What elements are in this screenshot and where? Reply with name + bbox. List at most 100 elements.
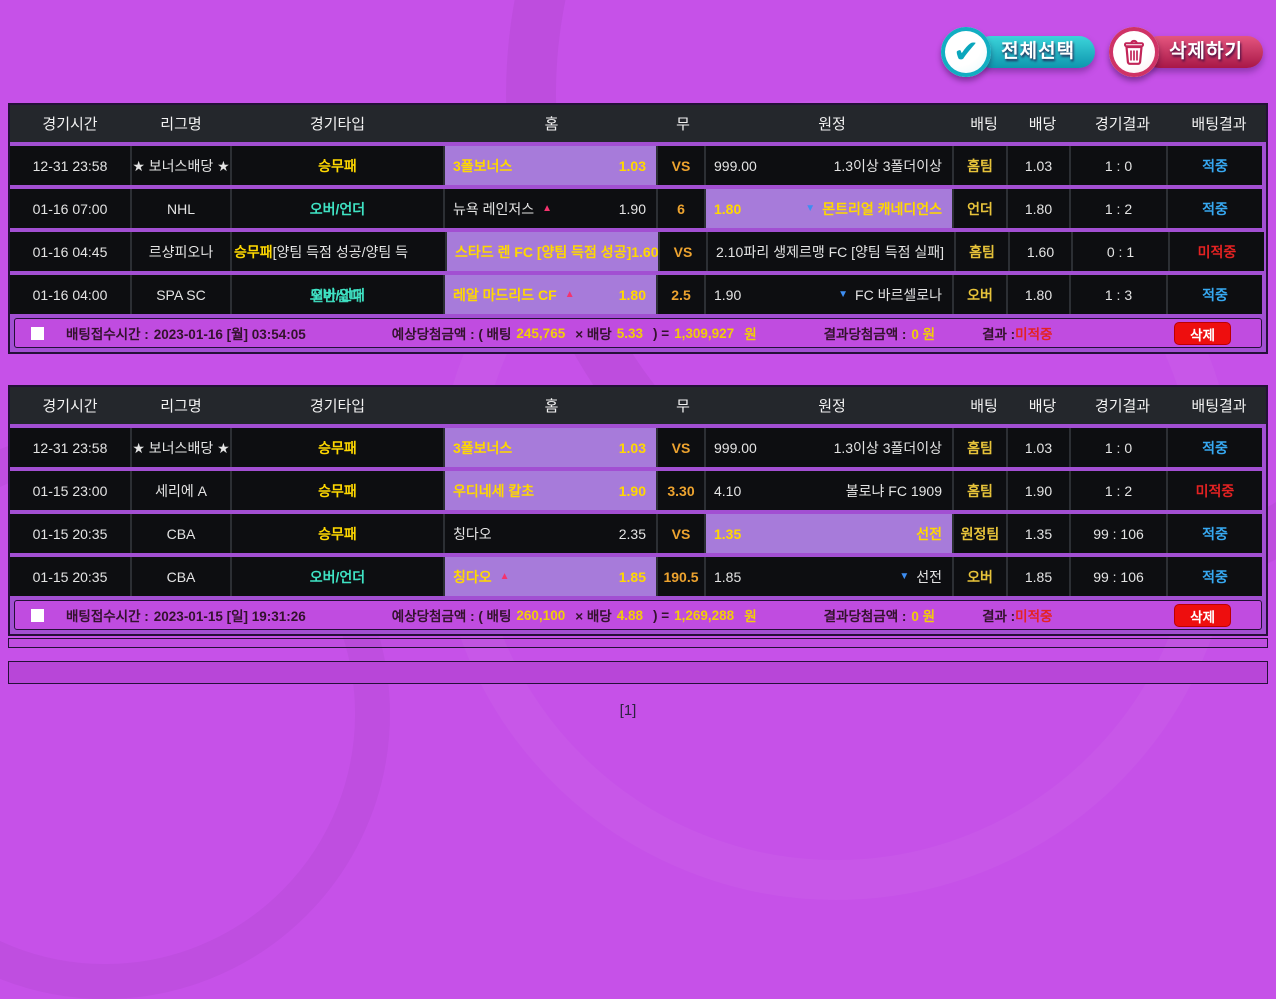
cell-league: ★ 보너스배당 ★ — [132, 146, 232, 185]
game-type-text: 승무패 — [318, 157, 357, 174]
trash-icon — [1109, 27, 1160, 77]
away-odds: 1.80 — [714, 200, 742, 217]
currency-label: 원 — [744, 327, 757, 342]
cell-score: 1 : 0 — [1071, 428, 1168, 467]
trend-up-icon: ▲ — [542, 203, 553, 214]
result-amount-value: 0 원 — [911, 609, 936, 624]
column-header: 배팅결과 — [1191, 116, 1247, 133]
cell-odds: 1.80 — [1008, 275, 1071, 314]
cell-away: 1.85 ▼ 선전 — [706, 557, 954, 596]
table-header-row: 경기시간 리그명 경기타입 홈 무 원정 배팅 배당 경기결과 배팅결과 — [10, 387, 1266, 424]
home-odds: 1.85 — [618, 568, 646, 585]
empty-slip-bar-2 — [8, 661, 1268, 684]
game-type-text: 오버/언더 — [309, 286, 366, 303]
total-odds-value: 5.33 — [616, 325, 643, 341]
expected-amount-label: 예상당첨금액 : ( 배팅 — [391, 609, 512, 624]
cell-away: 4.10 볼로냐 FC 1909 — [706, 471, 954, 510]
delete-slip-button[interactable]: 삭제 — [1174, 322, 1231, 345]
column-header: 경기타입 — [309, 398, 366, 415]
cell-bet-result: 미적중 — [1168, 471, 1262, 510]
table-row: 01-16 04:00 SPA SC 오버/언더 절반실패 레알 마드리드 CF ▲ 1.8… — [10, 275, 1266, 314]
bet-amount-value: 245,765 — [516, 325, 566, 341]
table-row: 12-31 23:58 ★ 보너스배당 ★ 승무패 3폴보너스 1.03 VS 999.00… — [10, 146, 1266, 185]
cell-odds: 1.03 — [1008, 428, 1071, 467]
trend-down-icon: ▼ — [805, 203, 816, 214]
cell-bet-result: 미적중 — [1170, 232, 1264, 271]
delete-all-button[interactable]: 삭제하기 — [1109, 27, 1263, 77]
cell-score: 1 : 2 — [1071, 189, 1168, 228]
home-name-text: 뉴욕 레인저스 — [453, 200, 535, 217]
cell-odds: 1.35 — [1008, 514, 1071, 553]
cell-home: 스타드 렌 FC [양팀 득점 성공] 1.60 — [447, 232, 660, 271]
result-value: 미적중 — [1015, 609, 1053, 624]
result-label: 결과 : — [982, 609, 1016, 624]
cell-draw: 3.30 — [658, 471, 706, 510]
cell-bet-pick: 오버 — [954, 275, 1008, 314]
cell-score: 99 : 106 — [1071, 514, 1168, 553]
home-name: 스타드 렌 FC [양팀 득점 성공] — [455, 242, 631, 262]
trend-up-icon: ▲ — [499, 571, 510, 582]
home-name: 3폴보너스 — [453, 438, 512, 458]
cell-game-type: 승무패 [양팀 득점 성공/양팀 득 — [232, 232, 447, 271]
cell-bet-pick: 홈팀 — [954, 146, 1008, 185]
cell-home: 칭다오 2.35 — [445, 514, 658, 553]
cell-game-time: 01-16 07:00 — [10, 189, 132, 228]
cell-home: 3폴보너스 1.03 — [445, 428, 658, 467]
table-row: 01-15 23:00 세리에 A 승무패 우디네세 칼초 1.90 3.30 4.10 볼로… — [10, 471, 1266, 510]
cell-game-type: 오버/언더 — [232, 189, 445, 228]
column-header: 배팅 — [970, 398, 998, 415]
column-header: 배팅 — [970, 116, 998, 133]
home-name-text: 스타드 렌 FC [양팀 득점 성공] — [455, 243, 632, 260]
cell-game-time: 01-16 04:45 — [10, 232, 132, 271]
cell-bet-pick: 오버 — [954, 557, 1008, 596]
pagination: [1] — [0, 702, 1256, 719]
home-odds: 2.35 — [618, 525, 646, 542]
column-header: 경기시간 — [42, 116, 98, 133]
away-odds: 1.35 — [714, 525, 742, 542]
home-name: 레알 마드리드 CF ▲ — [453, 285, 575, 305]
game-type-text: 승무패 — [234, 243, 273, 260]
cell-game-type: 오버/언더 절반실패 — [232, 275, 445, 314]
expected-payout-value: 1,269,288 — [674, 607, 735, 623]
away-odds: 4.10 — [714, 482, 742, 499]
result-amount-value: 0 원 — [911, 327, 936, 342]
table-row: 01-16 07:00 NHL 오버/언더 뉴욕 레인저스 ▲ 1.90 6 1.80 ▼ 몬트리… — [10, 189, 1266, 228]
cell-home: 뉴욕 레인저스 ▲ 1.90 — [445, 189, 658, 228]
cell-home: 레알 마드리드 CF ▲ 1.80 — [445, 275, 658, 314]
column-header: 원정 — [818, 398, 846, 415]
select-all-label: 전체선택 — [975, 36, 1096, 68]
home-name: 칭다오 ▲ — [453, 567, 510, 587]
receipt-time-value: 2023-01-15 [일] 19:31:26 — [153, 609, 306, 624]
equals-label: ) = — [652, 607, 670, 623]
result-amount-label: 결과당첨금액 : — [823, 609, 907, 624]
cell-bet-result: 적중 — [1168, 189, 1262, 228]
cell-bet-result: 적중 — [1168, 514, 1262, 553]
away-name: ▼ 선전 — [899, 567, 942, 587]
away-name-text: 선전 — [916, 568, 942, 585]
cell-game-time: 12-31 23:58 — [10, 146, 132, 185]
odds-multiplier-label: × 배당 — [575, 327, 612, 342]
slip-checkbox[interactable] — [31, 326, 44, 340]
column-header: 배팅결과 — [1191, 398, 1247, 415]
cell-bet-result: 적중 — [1168, 146, 1262, 185]
select-all-button[interactable]: ✔ 전체선택 — [941, 27, 1096, 77]
column-header: 무 — [676, 116, 690, 133]
column-header: 홈 — [544, 398, 559, 415]
away-odds: 999.00 — [714, 157, 757, 174]
cell-game-time: 01-15 20:35 — [10, 557, 132, 596]
cell-odds: 1.85 — [1008, 557, 1071, 596]
cell-away: 1.90 ▼ FC 바르셀로나 — [706, 275, 954, 314]
slip-checkbox[interactable] — [31, 608, 44, 622]
cell-game-type: 승무패 — [232, 514, 445, 553]
page-number-1[interactable]: [1] — [619, 702, 637, 719]
game-type-text: 승무패 — [318, 439, 357, 456]
home-odds: 1.03 — [618, 157, 646, 174]
column-header: 배당 — [1028, 398, 1057, 415]
home-name: 우디네세 칼초 — [453, 481, 534, 501]
game-type-text: 승무패 — [318, 525, 357, 542]
cell-bet-pick: 홈팀 — [954, 471, 1008, 510]
odds-multiplier-label: × 배당 — [575, 609, 612, 624]
away-name-text: 파리 생제르맹 FC [양팀 득점 실패] — [743, 243, 944, 260]
delete-slip-button[interactable]: 삭제 — [1174, 604, 1231, 627]
bet-amount-value: 260,100 — [516, 607, 566, 623]
